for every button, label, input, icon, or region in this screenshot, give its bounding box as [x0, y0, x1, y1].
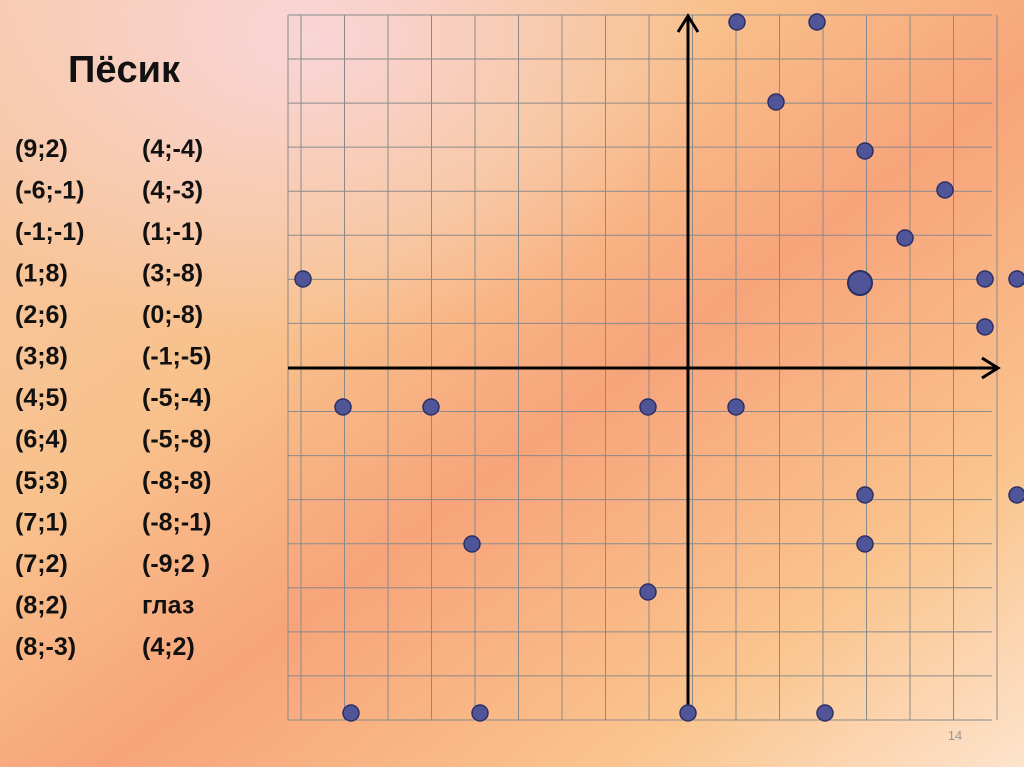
- coordinate: (9;2): [15, 135, 68, 163]
- coordinate: (8;-3): [15, 633, 76, 661]
- dot: [856, 535, 874, 553]
- coordinate: (-9;2 ): [142, 550, 210, 578]
- coordinate: (8;2): [15, 592, 68, 620]
- coordinate: (4;-4): [142, 135, 203, 163]
- x-arrow: [981, 356, 1001, 380]
- coordinate: (7;1): [15, 509, 68, 537]
- coordinate: (-6;-1): [15, 177, 84, 205]
- dot: [728, 13, 746, 31]
- dot: [896, 229, 914, 247]
- dot: [727, 398, 745, 416]
- coordinate: (3;8): [15, 343, 68, 371]
- dot: [334, 398, 352, 416]
- dot: [856, 142, 874, 160]
- title: Пёсик: [68, 49, 181, 91]
- coordinate: (1;-1): [142, 218, 203, 246]
- coordinate: (-8;-8): [142, 467, 211, 495]
- coordinate: (-5;-8): [142, 426, 211, 454]
- dot: [816, 704, 834, 722]
- dot: [639, 583, 657, 601]
- dot: [679, 704, 697, 722]
- coordinate: (-1;-5): [142, 343, 211, 371]
- coordinate: (4;-3): [142, 177, 203, 205]
- dot: [463, 535, 481, 553]
- coordinate: (1;8): [15, 260, 68, 288]
- dot: [471, 704, 489, 722]
- coordinate: (6;4): [15, 426, 68, 454]
- dot: [767, 93, 785, 111]
- dot: [422, 398, 440, 416]
- dot: [856, 486, 874, 504]
- dot: [1008, 486, 1024, 504]
- coordinate: (2;6): [15, 301, 68, 329]
- dot: [342, 704, 360, 722]
- page-number: 14: [948, 728, 962, 743]
- coordinate: (4;2): [142, 633, 195, 661]
- coordinates: (9;2) (-6;-1) (-1;-1) (1;8) (2;6) (3;8) (4;5) (…: [15, 135, 211, 661]
- coordinate: (-1;-1): [15, 218, 84, 246]
- coordinate: (5;3): [15, 467, 68, 495]
- coordinate: (0;-8): [142, 301, 203, 329]
- dot: [808, 13, 826, 31]
- coordinate: (7;2): [15, 550, 68, 578]
- dot: [976, 318, 994, 336]
- y-arrow: [676, 13, 700, 33]
- dots: [294, 13, 1024, 722]
- eye-dot: [847, 270, 873, 296]
- dot: [294, 270, 312, 288]
- coordinate: (4;5): [15, 384, 68, 412]
- dot: [1008, 270, 1024, 288]
- dot: [936, 181, 954, 199]
- dot: [639, 398, 657, 416]
- coordinate: глаз: [142, 592, 194, 620]
- coordinate: (3;-8): [142, 260, 203, 288]
- coordinate: (-5;-4): [142, 384, 211, 412]
- dot: [976, 270, 994, 288]
- coordinate: (-8;-1): [142, 509, 211, 537]
